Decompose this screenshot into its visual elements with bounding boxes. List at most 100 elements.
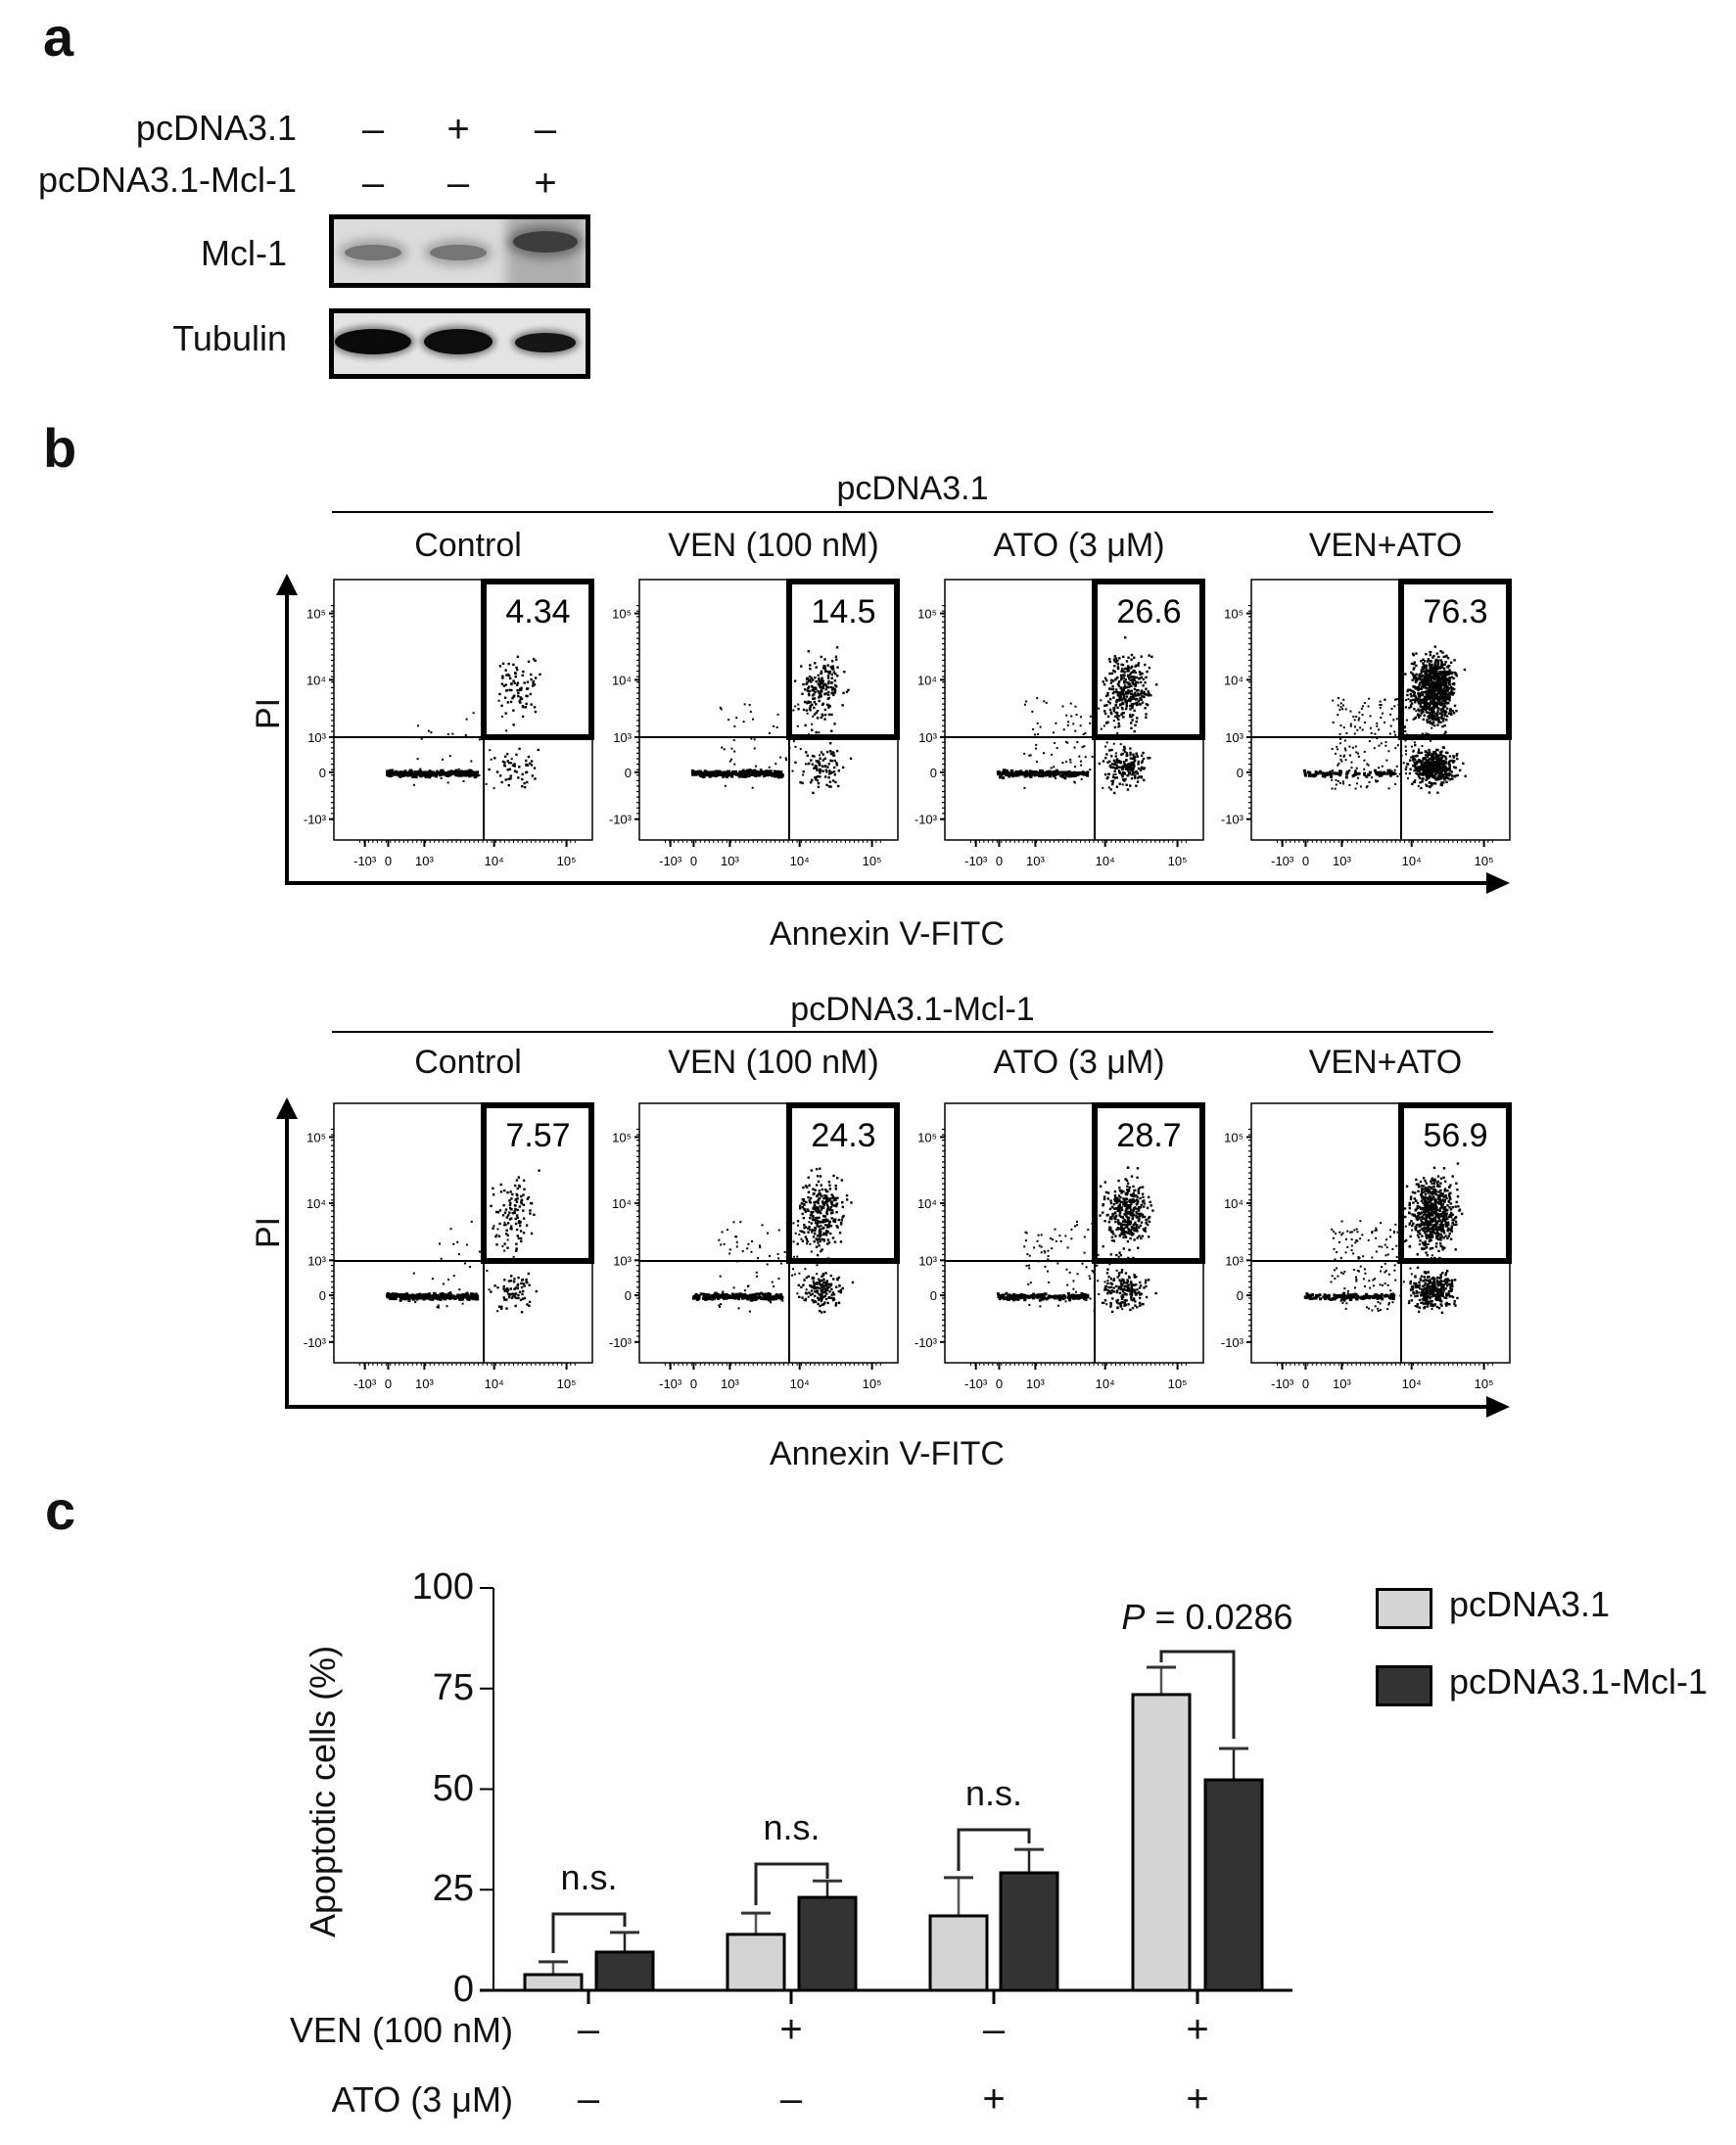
- row-label-pcdna: pcDNA3.1: [135, 108, 297, 148]
- svg-text:0: 0: [1302, 854, 1309, 868]
- lane-sign: –: [361, 162, 385, 205]
- bar: [797, 1895, 858, 1992]
- treatment-label-ato: ATO (3 μM): [331, 2079, 513, 2120]
- flow-scatter-plot: 10⁵ 10⁴ 10³ 0 -10³ -10³ 0 10³ 10⁴ 10⁵ 4.34: [304, 579, 594, 868]
- lane-sign: –: [534, 108, 557, 151]
- svg-text:10³: 10³: [1225, 730, 1243, 745]
- gate-percentage: 56.9: [1423, 1117, 1487, 1154]
- svg-text:10⁴: 10⁴: [790, 1376, 810, 1391]
- svg-text:0: 0: [385, 854, 392, 868]
- svg-text:10⁵: 10⁵: [612, 1130, 632, 1144]
- svg-text:10⁵: 10⁵: [557, 854, 577, 868]
- svg-text:0: 0: [319, 1288, 326, 1303]
- protein-band: [515, 333, 576, 352]
- svg-text:0: 0: [319, 766, 326, 780]
- flow-group-title: pcDNA3.1-Mcl-1: [790, 991, 1035, 1028]
- condition-title: Control: [414, 1044, 522, 1081]
- bar: [928, 1914, 989, 1992]
- panel-b-label: b: [43, 417, 77, 479]
- svg-text:-10³: -10³: [353, 854, 377, 868]
- treatment-sign: –: [577, 2077, 600, 2121]
- svg-text:0: 0: [625, 1288, 632, 1303]
- gate-percentage: 24.3: [811, 1117, 875, 1154]
- treatment-sign: +: [779, 2008, 803, 2051]
- treatment-sign: –: [982, 2008, 1006, 2051]
- treatment-sign: –: [577, 2008, 600, 2051]
- svg-text:10⁵: 10⁵: [557, 1376, 577, 1391]
- svg-text:10⁴: 10⁴: [612, 673, 632, 687]
- y-tick-label: 0: [452, 1969, 474, 2010]
- western-blot-tubulin: [329, 308, 590, 379]
- svg-text:-10³: -10³: [659, 1376, 682, 1391]
- gate-percentage: 76.3: [1423, 593, 1487, 630]
- legend-swatch-pcdna: [1376, 1588, 1432, 1629]
- svg-text:10⁵: 10⁵: [306, 1130, 326, 1144]
- lane-sign: –: [361, 108, 385, 151]
- gate-percentage: 14.5: [811, 593, 875, 630]
- group-divider: [332, 511, 1493, 513]
- svg-text:10⁵: 10⁵: [1168, 854, 1188, 868]
- row-label-pcdna-mcl1: pcDNA3.1-Mcl-1: [37, 160, 297, 200]
- flow-scatter-plot: 10⁵ 10⁴ 10³ 0 -10³ -10³ 0 10³ 10⁴ 10⁵ 7.57: [304, 1102, 594, 1391]
- axis-arrow-right-icon: [1486, 872, 1510, 894]
- svg-text:10³: 10³: [415, 854, 434, 868]
- svg-text:0: 0: [385, 1376, 392, 1391]
- svg-text:10³: 10³: [307, 1253, 326, 1268]
- svg-text:-10³: -10³: [353, 1376, 377, 1391]
- bar: [523, 1973, 584, 1992]
- svg-text:-10³: -10³: [609, 813, 633, 827]
- annexin-axis-line: [285, 881, 1489, 885]
- panel-c-label: c: [45, 1479, 76, 1541]
- protein-band: [513, 231, 578, 253]
- condition-title: Control: [414, 527, 522, 564]
- blot-label-mcl1: Mcl-1: [201, 233, 287, 273]
- svg-text:-10³: -10³: [659, 854, 682, 868]
- svg-text:10⁴: 10⁴: [612, 1196, 632, 1211]
- svg-text:10⁵: 10⁵: [863, 854, 882, 868]
- lane-sign: +: [534, 162, 557, 205]
- svg-text:10³: 10³: [613, 730, 632, 745]
- gate-percentage: 4.34: [505, 593, 570, 630]
- svg-text:10⁵: 10⁵: [612, 607, 632, 622]
- treatment-label-ven: VEN (100 nM): [289, 2010, 513, 2050]
- svg-text:10⁴: 10⁴: [1096, 854, 1115, 868]
- svg-text:-10³: -10³: [964, 854, 988, 868]
- flow-scatter-plot: 10⁵ 10⁴ 10³ 0 -10³ -10³ 0 10³ 10⁴ 10⁵ 76.3: [1221, 579, 1512, 868]
- protein-band: [430, 245, 487, 260]
- svg-text:10³: 10³: [415, 1376, 434, 1391]
- lane-sign: +: [446, 108, 470, 151]
- svg-text:10³: 10³: [721, 1376, 739, 1391]
- annexin-axis-line: [285, 1405, 1489, 1409]
- svg-text:10³: 10³: [1333, 854, 1351, 868]
- svg-text:0: 0: [625, 766, 632, 780]
- y-axis-label: Apoptotic cells (%): [303, 1645, 343, 1938]
- treatment-sign: –: [779, 2077, 803, 2121]
- y-tick-label: 50: [432, 1767, 474, 1809]
- svg-text:0: 0: [996, 854, 1003, 868]
- y-tick-label: 75: [432, 1666, 474, 1708]
- axis-arrow-up-icon: [276, 574, 298, 595]
- condition-title: VEN+ATO: [1308, 1044, 1463, 1081]
- treatment-sign: +: [982, 2077, 1006, 2121]
- p-symbol: P: [1121, 1597, 1146, 1637]
- legend-swatch-pcdna-mcl1: [1376, 1665, 1432, 1706]
- svg-text:0: 0: [690, 854, 697, 868]
- pi-axis-line: [285, 591, 289, 885]
- svg-text:10⁵: 10⁵: [1224, 607, 1243, 622]
- svg-text:10⁴: 10⁴: [306, 673, 326, 687]
- svg-text:-10³: -10³: [915, 813, 938, 827]
- protein-band: [345, 245, 401, 260]
- gate-percentage: 7.57: [505, 1117, 570, 1154]
- flow-scatter-plot: 10⁵ 10⁴ 10³ 0 -10³ -10³ 0 10³ 10⁴ 10⁵ 14.5: [609, 579, 900, 868]
- condition-title: VEN (100 nM): [668, 1044, 879, 1081]
- flow-scatter-plot: 10⁵ 10⁴ 10³ 0 -10³ -10³ 0 10³ 10⁴ 10⁵ 26.6: [915, 579, 1205, 868]
- bar: [594, 1950, 655, 1992]
- axis-arrow-up-icon: [276, 1097, 298, 1119]
- condition-title: VEN+ATO: [1308, 527, 1463, 564]
- axis-arrow-right-icon: [1486, 1396, 1510, 1418]
- annexin-axis-label: Annexin V-FITC: [770, 915, 1005, 953]
- bar: [1203, 1778, 1264, 1992]
- svg-text:-10³: -10³: [1221, 813, 1244, 827]
